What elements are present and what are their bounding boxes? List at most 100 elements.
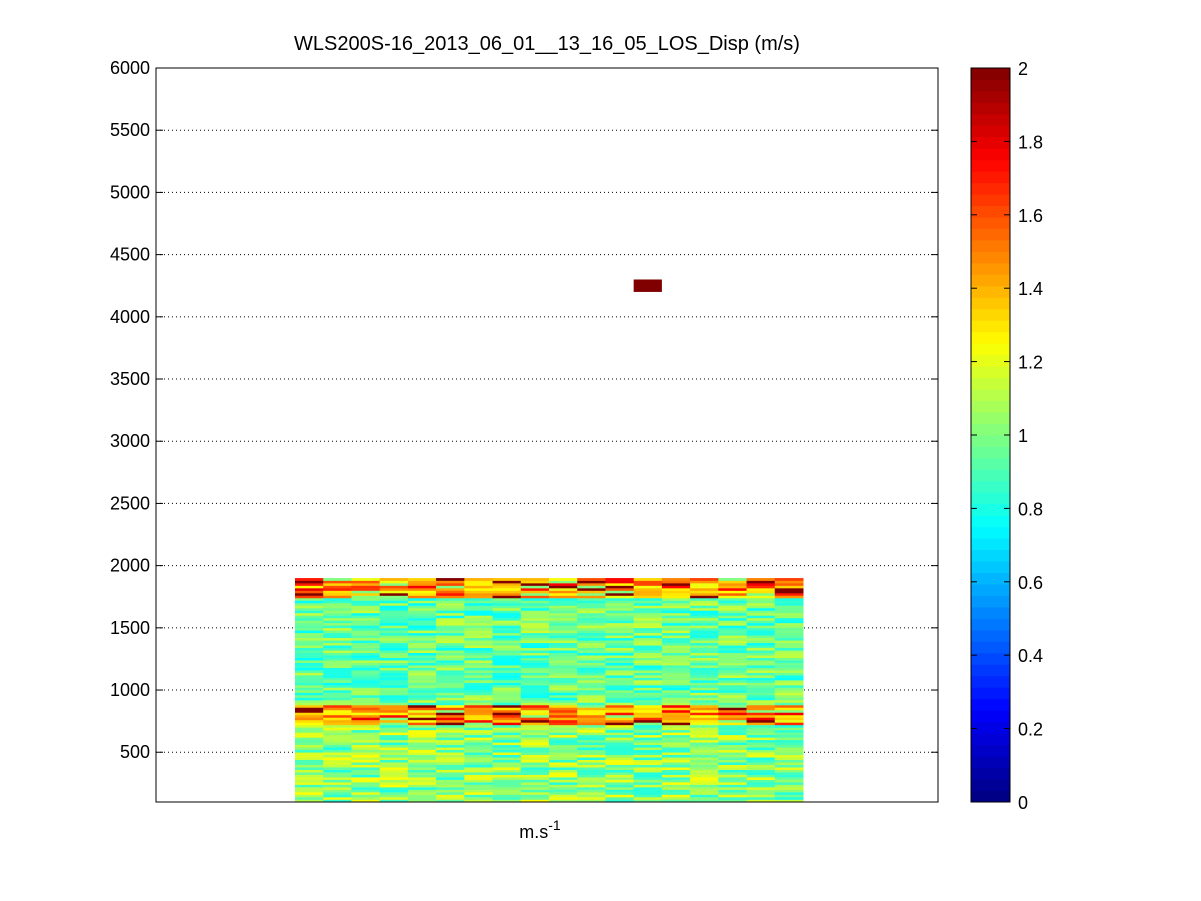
- heatmap-cell: [661, 597, 691, 601]
- heatmap-cell: [690, 712, 719, 716]
- heatmap-cell: [549, 652, 578, 656]
- heatmap-cell: [633, 605, 663, 609]
- heatmap-cell: [661, 699, 691, 703]
- heatmap-cell: [549, 767, 578, 770]
- heatmap-cell: [464, 699, 494, 703]
- heatmap-cell: [379, 595, 409, 599]
- heatmap-cell: [690, 704, 719, 708]
- heatmap-cell: [351, 580, 381, 584]
- heatmap-cell: [436, 739, 465, 743]
- heatmap-cell: [549, 667, 578, 671]
- heatmap-cell: [295, 797, 324, 800]
- heatmap-cell: [690, 789, 719, 793]
- heatmap-cell: [520, 662, 550, 666]
- heatmap-cell: [774, 655, 804, 658]
- heatmap-cell: [379, 695, 409, 698]
- heatmap-cell: [351, 794, 381, 798]
- heatmap-cell: [464, 707, 494, 711]
- heatmap-cell: [718, 774, 748, 778]
- heatmap-cell: [323, 672, 352, 676]
- heatmap-cell: [661, 724, 691, 728]
- heatmap-cell: [436, 707, 465, 711]
- heatmap-cell: [718, 580, 748, 584]
- heatmap-cell: [549, 690, 578, 693]
- heatmap-cell: [718, 754, 748, 758]
- heatmap-cell: [577, 690, 606, 693]
- heatmap-cell: [633, 642, 663, 646]
- heatmap-cell: [605, 657, 635, 661]
- heatmap-cell: [549, 739, 578, 743]
- heatmap-cell: [549, 712, 578, 716]
- heatmap-cell: [718, 744, 748, 748]
- heatmap-cell: [520, 717, 550, 721]
- heatmap-cell: [577, 702, 606, 706]
- heatmap-cell: [746, 580, 776, 584]
- heatmap-cell: [661, 714, 691, 718]
- heatmap-cell: [690, 762, 719, 765]
- heatmap-cell: [407, 792, 437, 795]
- heatmap-cell: [774, 667, 804, 671]
- heatmap-cell: [774, 660, 804, 663]
- heatmap-cell: [633, 799, 663, 803]
- heatmap-cell: [295, 590, 324, 594]
- heatmap-cell: [464, 797, 494, 800]
- heatmap-cell: [323, 692, 352, 696]
- heatmap-cell: [464, 672, 494, 676]
- heatmap-cell: [295, 764, 324, 768]
- heatmap-cell: [605, 677, 635, 681]
- heatmap-cell: [577, 707, 606, 711]
- heatmap-cell: [746, 762, 776, 765]
- heatmap-cell: [379, 747, 409, 751]
- heatmap-cell: [379, 767, 409, 770]
- heatmap-cell: [464, 585, 494, 589]
- heatmap-cell: [549, 709, 578, 713]
- heatmap-cell: [492, 602, 522, 606]
- heatmap-cell: [774, 593, 804, 596]
- heatmap-cell: [746, 588, 776, 591]
- heatmap-cell: [323, 597, 352, 601]
- heatmap-cell: [718, 799, 748, 803]
- heatmap-cell: [577, 593, 606, 596]
- heatmap-cell: [464, 647, 494, 651]
- heatmap-cell: [633, 578, 663, 581]
- heatmap-cell: [464, 642, 494, 646]
- heatmap-cell: [436, 665, 465, 668]
- heatmap-cell: [577, 782, 606, 785]
- heatmap-cell: [549, 578, 578, 581]
- heatmap-cell: [464, 635, 494, 639]
- heatmap-cell: [323, 602, 352, 606]
- heatmap-cell: [577, 667, 606, 671]
- heatmap-cell: [492, 585, 522, 589]
- heatmap-cell: [351, 670, 381, 673]
- heatmap-cell: [520, 695, 550, 698]
- heatmap-cell: [351, 615, 381, 619]
- colorbar-tick-label: 0.6: [1018, 573, 1043, 593]
- heatmap-cell: [549, 699, 578, 703]
- heatmap-cell: [549, 665, 578, 668]
- heatmap-cell: [746, 767, 776, 770]
- heatmap-cell: [661, 695, 691, 698]
- heatmap-cell: [492, 737, 522, 741]
- heatmap-cell: [633, 704, 663, 708]
- heatmap-cell: [492, 595, 522, 599]
- heatmap-cell: [661, 794, 691, 798]
- heatmap-cell: [661, 774, 691, 778]
- heatmap-cell: [746, 697, 776, 701]
- heatmap-cell: [379, 600, 409, 604]
- heatmap-cell: [520, 650, 550, 654]
- heatmap-cell: [295, 640, 324, 644]
- heatmap-cell: [549, 590, 578, 594]
- heatmap-cell: [549, 782, 578, 785]
- heatmap-cell: [351, 652, 381, 656]
- heatmap-cell: [436, 612, 465, 616]
- heatmap-cell: [690, 690, 719, 693]
- colorbar-tick-label: 2: [1018, 59, 1028, 79]
- heatmap-cell: [436, 742, 465, 746]
- heatmap-cell: [407, 578, 437, 581]
- colorbar-strip: [971, 664, 1010, 677]
- heatmap-cell: [549, 615, 578, 619]
- heatmap-cell: [379, 682, 409, 686]
- heatmap-cell: [379, 709, 409, 713]
- heatmap-cell: [520, 714, 550, 718]
- heatmap-cell: [605, 727, 635, 731]
